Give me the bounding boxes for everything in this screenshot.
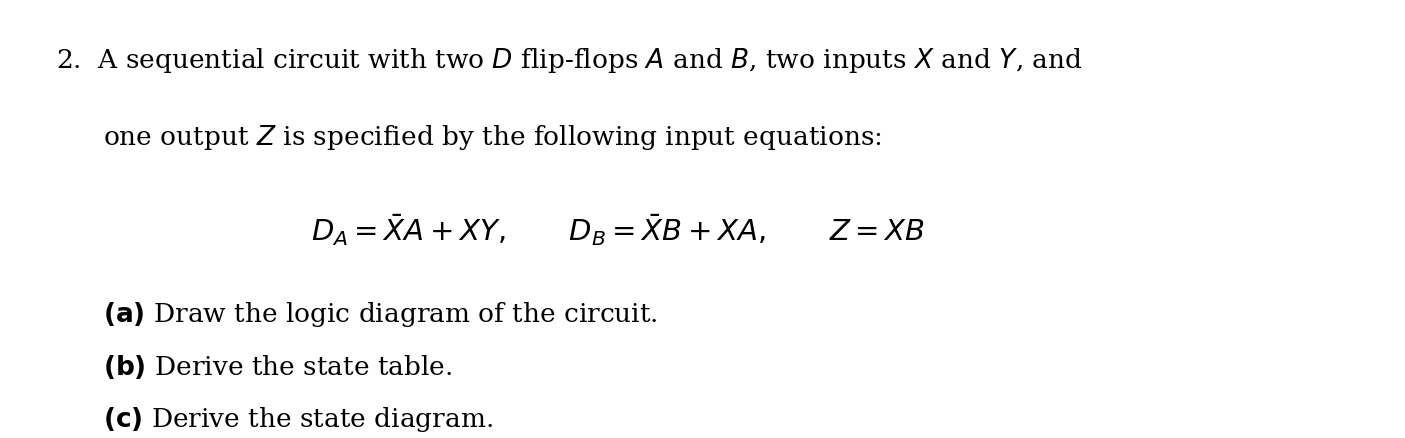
Text: $\mathbf{(c)}$ Derive the state diagram.: $\mathbf{(c)}$ Derive the state diagram.: [103, 405, 493, 434]
Text: $\mathbf{(a)}$ Draw the logic diagram of the circuit.: $\mathbf{(a)}$ Draw the logic diagram of…: [103, 300, 658, 329]
Text: one output $Z$ is specified by the following input equations:: one output $Z$ is specified by the follo…: [103, 123, 881, 152]
Text: $\mathbf{(b)}$ Derive the state table.: $\mathbf{(b)}$ Derive the state table.: [103, 353, 452, 381]
Text: 2.  A sequential circuit with two $D$ flip-flops $A$ and $B$, two inputs $X$ and: 2. A sequential circuit with two $D$ fli…: [56, 46, 1083, 75]
Text: $D_A = \bar{X}A + XY, \quad\quad D_B = \bar{X}B + XA, \quad\quad Z = XB$: $D_A = \bar{X}A + XY, \quad\quad D_B = \…: [311, 212, 926, 248]
